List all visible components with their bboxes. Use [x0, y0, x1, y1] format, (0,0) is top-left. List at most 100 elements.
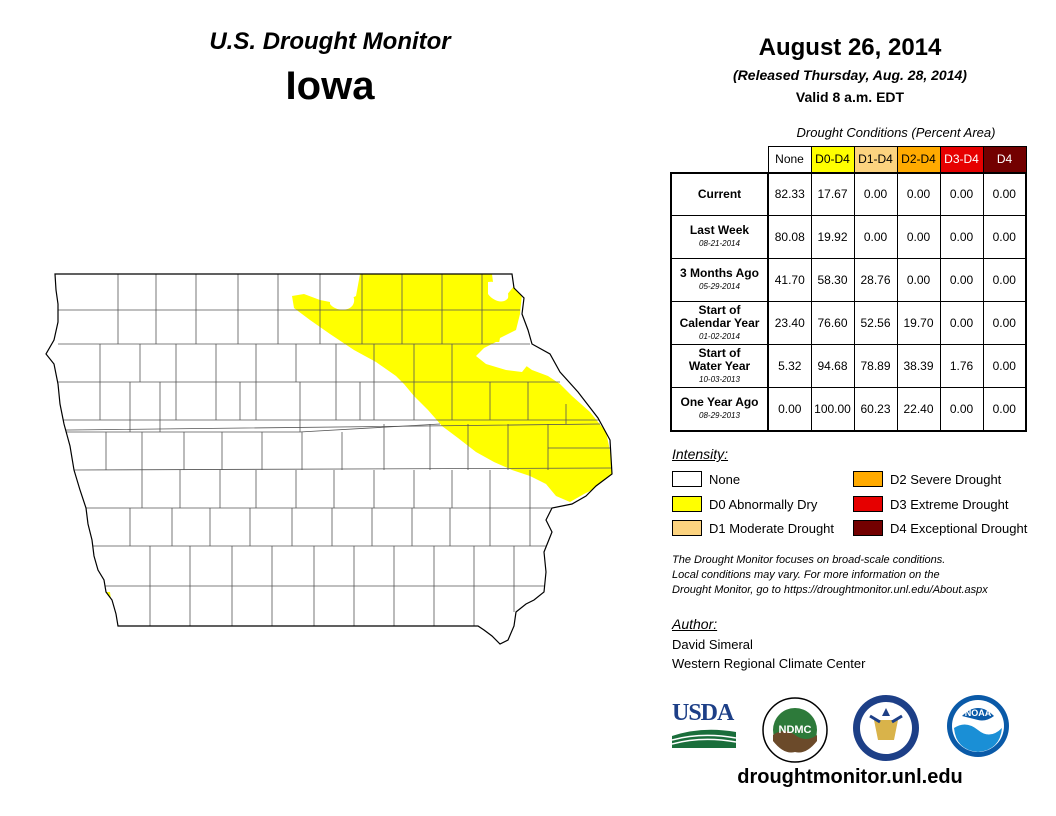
table-cell: 0.00 [982, 215, 1027, 259]
table-cell: 1.76 [939, 344, 984, 388]
row-label-text-2: Water Year [688, 358, 751, 373]
table-cell: 0.00 [939, 301, 984, 345]
county-boundaries [54, 274, 612, 626]
legend-swatch [853, 471, 883, 487]
table-cell: 38.39 [896, 344, 941, 388]
table-cell: 22.40 [896, 387, 941, 432]
col-header-d2-d4: D2-D4 [896, 146, 941, 173]
state-name: Iowa [285, 64, 375, 108]
d0-southwest-corner [100, 592, 112, 608]
row-label: 3 Months Ago 05-29-2014 [670, 258, 769, 302]
row-label-text-2: Calendar Year [679, 315, 760, 330]
legend-item-d4: D4 Exceptional Drought [853, 519, 1027, 537]
author-title: Author: [672, 616, 718, 632]
table-cell: 0.00 [982, 344, 1027, 388]
disclaimer-text: The Drought Monitor focuses on broad-sca… [672, 553, 1052, 598]
iowa-border [45, 273, 613, 645]
table-cell: 0.00 [939, 171, 984, 216]
row-label-text: Start of [698, 345, 741, 360]
legend-swatch [853, 520, 883, 536]
disclaimer-line: Local conditions may vary. For more info… [672, 569, 940, 581]
ndmc-logo-text: NDMC [779, 724, 812, 736]
table-cell: 78.89 [853, 344, 898, 388]
author-name: David Simeral [672, 637, 753, 652]
row-label-text: 3 Months Ago [680, 266, 759, 280]
row-date: 05-29-2014 [699, 282, 740, 291]
map-date: August 26, 2014 [758, 34, 942, 61]
non-drought-pocket [476, 342, 530, 372]
table-row: Start of Water Year 10-03-2013 5.32 94.68 78.… [670, 344, 1027, 388]
table-cell: 41.70 [767, 258, 812, 302]
table-row: Start of Calendar Year 01-02-2014 23.40 76.6… [670, 301, 1027, 345]
release-date: (Released Thursday, Aug. 28, 2014) [733, 67, 967, 83]
table-cell: 19.70 [896, 301, 941, 345]
table-row: Current 82.33 17.67 0.00 0.00 0.00 0.00 [670, 171, 1027, 216]
table-cell: 76.60 [810, 301, 855, 345]
table-cell: 0.00 [853, 171, 898, 216]
legend-item-d3: D3 Extreme Drought [853, 495, 1009, 513]
noaa-logo: NOAA [947, 695, 1009, 757]
non-drought-pocket [330, 291, 355, 310]
table-cell: 0.00 [939, 258, 984, 302]
usda-logo: USDA [672, 700, 734, 726]
legend-item-d0: D0 Abnormally Dry [672, 495, 817, 513]
legend-item-none: None [672, 470, 740, 488]
row-label: Current [670, 171, 769, 216]
table-row: Last Week 08-21-2014 80.08 19.92 0.00 0.00 0.0… [670, 215, 1027, 259]
legend-item-d1: D1 Moderate Drought [672, 519, 834, 537]
ndmc-logo: NDMC [762, 697, 828, 763]
table-cell: 60.23 [853, 387, 898, 432]
table-row: 3 Months Ago 05-29-2014 41.70 58.30 28.76 0.0… [670, 258, 1027, 302]
table-cell: 0.00 [982, 258, 1027, 302]
table-cell: 0.00 [896, 215, 941, 259]
table-cell: 94.68 [810, 344, 855, 388]
noaa-logo-text: NOAA [965, 708, 992, 718]
table-cell: 0.00 [896, 258, 941, 302]
table-cell: 19.92 [810, 215, 855, 259]
row-label: One Year Ago 08-29-2013 [670, 387, 769, 432]
legend-item-d2: D2 Severe Drought [853, 470, 1001, 488]
row-date: 10-03-2013 [699, 374, 740, 384]
table-cell: 5.32 [767, 344, 812, 388]
legend-label: D0 Abnormally Dry [709, 496, 818, 512]
table-row: One Year Ago 08-29-2013 0.00 100.00 60.23 22.… [670, 387, 1027, 432]
table-cell: 0.00 [939, 215, 984, 259]
table-cell: 52.56 [853, 301, 898, 345]
legend-label: D4 Exceptional Drought [890, 520, 1028, 536]
table-cell: 100.00 [810, 387, 855, 432]
table-cell: 0.00 [939, 387, 984, 432]
disclaimer-line: Drought Monitor, go to https://droughtmo… [672, 584, 988, 596]
table-header-row: None D0-D4 D1-D4 D2-D4 D3-D4 D4 [671, 146, 1027, 173]
usda-logo-swoosh [672, 729, 736, 748]
row-label: Start of Calendar Year 01-02-2014 [670, 301, 769, 345]
disclaimer-line: The Drought Monitor focuses on broad-sca… [672, 554, 946, 566]
map-title: U.S. Drought Monitor [209, 28, 451, 55]
row-label-text: Start of [698, 302, 741, 317]
table-cell: 0.00 [896, 171, 941, 216]
valid-time: Valid 8 a.m. EDT [795, 89, 905, 105]
row-label-text: Last Week [689, 223, 750, 237]
row-date: 01-02-2014 [699, 331, 740, 341]
drought-conditions-table: None D0-D4 D1-D4 D2-D4 D3-D4 D4 Current 8… [670, 146, 1027, 432]
col-header-d0-d4: D0-D4 [810, 146, 855, 173]
department-of-commerce-seal [853, 695, 919, 761]
legend-swatch [672, 496, 702, 512]
website-link[interactable]: droughtmonitor.unl.edu [737, 766, 963, 788]
legend-swatch [672, 520, 702, 536]
legend-label: D2 Severe Drought [890, 471, 1002, 487]
table-cell: 28.76 [853, 258, 898, 302]
col-header-d1-d4: D1-D4 [853, 146, 898, 173]
row-date: 08-29-2013 [699, 410, 740, 420]
table-cell: 0.00 [982, 387, 1027, 432]
table-cell: 0.00 [982, 171, 1027, 216]
table-cell: 80.08 [767, 215, 812, 259]
table-cell: 0.00 [853, 215, 898, 259]
legend-label: D3 Extreme Drought [890, 496, 1009, 512]
table-cell: 0.00 [982, 301, 1027, 345]
col-header-d3-d4: D3-D4 [939, 146, 984, 173]
legend-swatch [672, 471, 702, 487]
author-organization: Western Regional Climate Center [672, 656, 866, 671]
row-label: Last Week 08-21-2014 [670, 215, 769, 259]
row-label-text: Current [697, 186, 742, 201]
row-date: 08-21-2014 [699, 239, 740, 248]
